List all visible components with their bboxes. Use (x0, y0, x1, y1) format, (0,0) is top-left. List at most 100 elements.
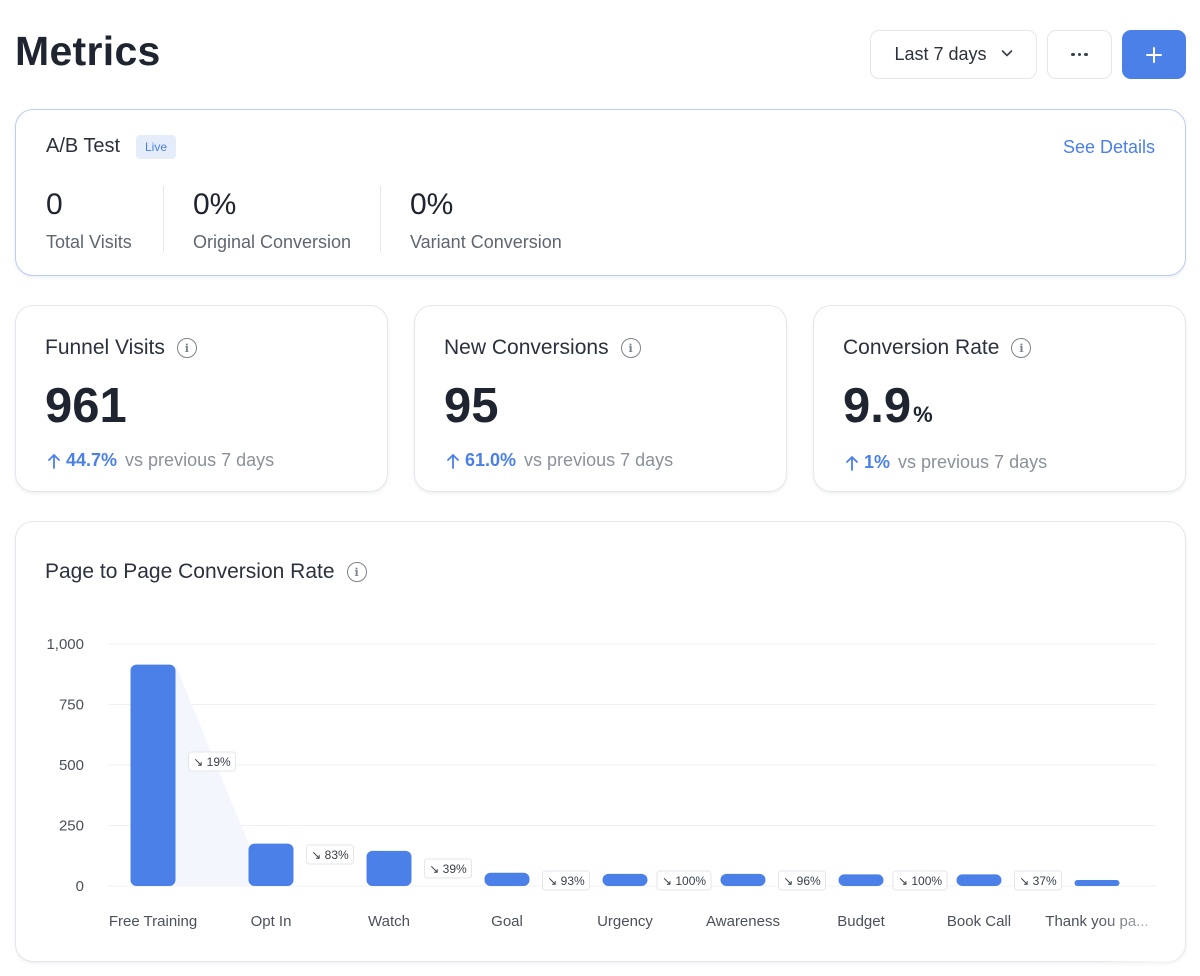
step-rate-label: ↘ 19% (193, 755, 231, 769)
stat-value: 0% (410, 188, 454, 221)
step-rate-badge-bg (542, 870, 590, 891)
step-rate-badge: ↘ 37% (1014, 870, 1062, 891)
step-rate-badge: ↘ 39% (424, 858, 472, 879)
metric-value: 9.9% (843, 378, 933, 434)
y-tick-label: 250 (59, 818, 84, 835)
step-rate-label: ↘ 93% (547, 874, 585, 888)
metric-title: Conversion Rate (843, 336, 1000, 359)
delta-percent: 61.0% (465, 450, 517, 470)
x-tick-label: Opt In (251, 913, 292, 930)
x-tick-label: Urgency (597, 913, 653, 930)
arrow-up-icon (48, 453, 60, 469)
metric-unit: % (913, 402, 933, 427)
info-icon[interactable]: i (620, 338, 641, 358)
step-rate-badge-bg (778, 870, 826, 891)
stat-divider (380, 186, 381, 252)
page-conversion-chart-card: Page to Page Conversion Rate i 0 250 500 75… (15, 521, 1186, 962)
metric-title: New Conversions (444, 336, 609, 359)
step-rate-label: ↘ 96% (783, 874, 821, 888)
metric-delta: 1% vs previous 7 days (844, 452, 1047, 473)
chart-bar (602, 873, 648, 886)
metric-title-row: Conversion Rate i (843, 336, 1032, 360)
stat-value: 0% (193, 188, 237, 221)
step-rate-badge: ↘ 100% (656, 870, 712, 891)
page-title: Metrics (15, 28, 161, 74)
date-range-dropdown[interactable]: Last 7 days (870, 30, 1037, 79)
ab-test-title: A/B Test (46, 135, 121, 157)
stat-variant-conversion: 0% Variant Conversion (410, 188, 562, 253)
conversion-rate-card: Conversion Rate i 9.9% 1% vs previous 7 … (813, 305, 1186, 492)
metric-number: 9.9 (843, 379, 912, 433)
delta-comparison: vs previous 7 days (125, 450, 275, 470)
y-tick-label: 500 (59, 757, 84, 774)
funnel-dropoff-area (175, 664, 249, 886)
metric-value: 95 (444, 378, 501, 434)
delta-percent: 1% (864, 452, 891, 472)
step-rate-label: ↘ 39% (429, 862, 467, 876)
metric-title-row: New Conversions i (444, 336, 641, 360)
metric-number: 961 (45, 379, 127, 433)
bar-chart: 0 250 500 750 1,000 Free Training Opt In Watch G… (46, 636, 1156, 930)
step-rate-badge: ↘ 19% (188, 751, 236, 772)
new-conversions-card: New Conversions i 95 61.0% vs previous 7… (414, 305, 787, 492)
step-rate-badge: ↘ 96% (778, 870, 826, 891)
plus-icon (1146, 46, 1162, 63)
step-rate-badge-bg (892, 870, 948, 891)
chevron-down-icon (1001, 49, 1012, 56)
stat-label: Variant Conversion (410, 232, 562, 252)
y-tick-label: 1,000 (46, 636, 84, 653)
step-rate-label: ↘ 100% (898, 874, 942, 888)
metric-number: 95 (444, 379, 499, 433)
info-icon[interactable]: i (346, 562, 367, 582)
chart-bar (484, 872, 530, 886)
info-icon[interactable]: i (176, 338, 197, 358)
step-rate-badge-bg (656, 870, 712, 891)
chart-bar (248, 843, 294, 886)
delta-percent: 44.7% (66, 450, 118, 470)
step-rate-badge: ↘ 93% (542, 870, 590, 891)
chart-bar (1074, 880, 1120, 886)
arrow-up-icon (447, 453, 459, 469)
step-rate-label: ↘ 100% (662, 874, 706, 888)
step-rate-badge: ↘ 83% (306, 844, 354, 865)
chart-bar (838, 874, 884, 886)
chart-title: Page to Page Conversion Rate (45, 560, 335, 583)
x-tick-label: Free Training (109, 913, 197, 930)
chart-title-row: Page to Page Conversion Rate i (45, 560, 367, 584)
more-dots-icon (1071, 52, 1088, 57)
step-rate-badge-bg (188, 751, 236, 772)
chart-bar (366, 850, 412, 886)
chart-bar (130, 664, 176, 886)
delta-comparison: vs previous 7 days (524, 450, 674, 470)
y-tick-label: 750 (59, 697, 84, 714)
step-rate-badge-bg (1014, 870, 1062, 891)
add-button[interactable] (1122, 30, 1186, 79)
metric-delta: 61.0% vs previous 7 days (445, 450, 673, 471)
info-icon[interactable]: i (1011, 338, 1032, 358)
more-options-button[interactable] (1047, 30, 1112, 79)
step-rate-badge: ↘ 100% (892, 870, 948, 891)
x-tick-label: Watch (368, 913, 410, 930)
chart-bar (956, 874, 1002, 886)
step-rate-label: ↘ 83% (311, 848, 349, 862)
step-rate-label: ↘ 37% (1019, 874, 1057, 888)
stat-total-visits: 0 Total Visits (46, 188, 132, 253)
step-rate-badge-bg (424, 858, 472, 879)
x-tick-label: Budget (837, 913, 885, 930)
metric-delta: 44.7% vs previous 7 days (46, 450, 274, 471)
date-range-label: Last 7 days (894, 44, 987, 64)
arrow-up-icon (846, 455, 858, 471)
metric-title-row: Funnel Visits i (45, 336, 197, 360)
funnel-visits-card: Funnel Visits i 961 44.7% vs previous 7 … (15, 305, 388, 492)
live-badge: Live (136, 135, 177, 159)
ab-test-card: A/B Test Live See Details 0 Total Visits… (15, 109, 1186, 276)
chart-bar (720, 873, 766, 886)
x-tick-label: Awareness (706, 913, 780, 930)
delta-comparison: vs previous 7 days (898, 452, 1048, 472)
stat-original-conversion: 0% Original Conversion (193, 188, 351, 253)
metric-value: 961 (45, 378, 129, 434)
step-rate-badge-bg (306, 844, 354, 865)
y-tick-label: 0 (76, 878, 84, 895)
see-details-link[interactable]: See Details (1062, 137, 1155, 157)
metric-title: Funnel Visits (45, 336, 165, 359)
